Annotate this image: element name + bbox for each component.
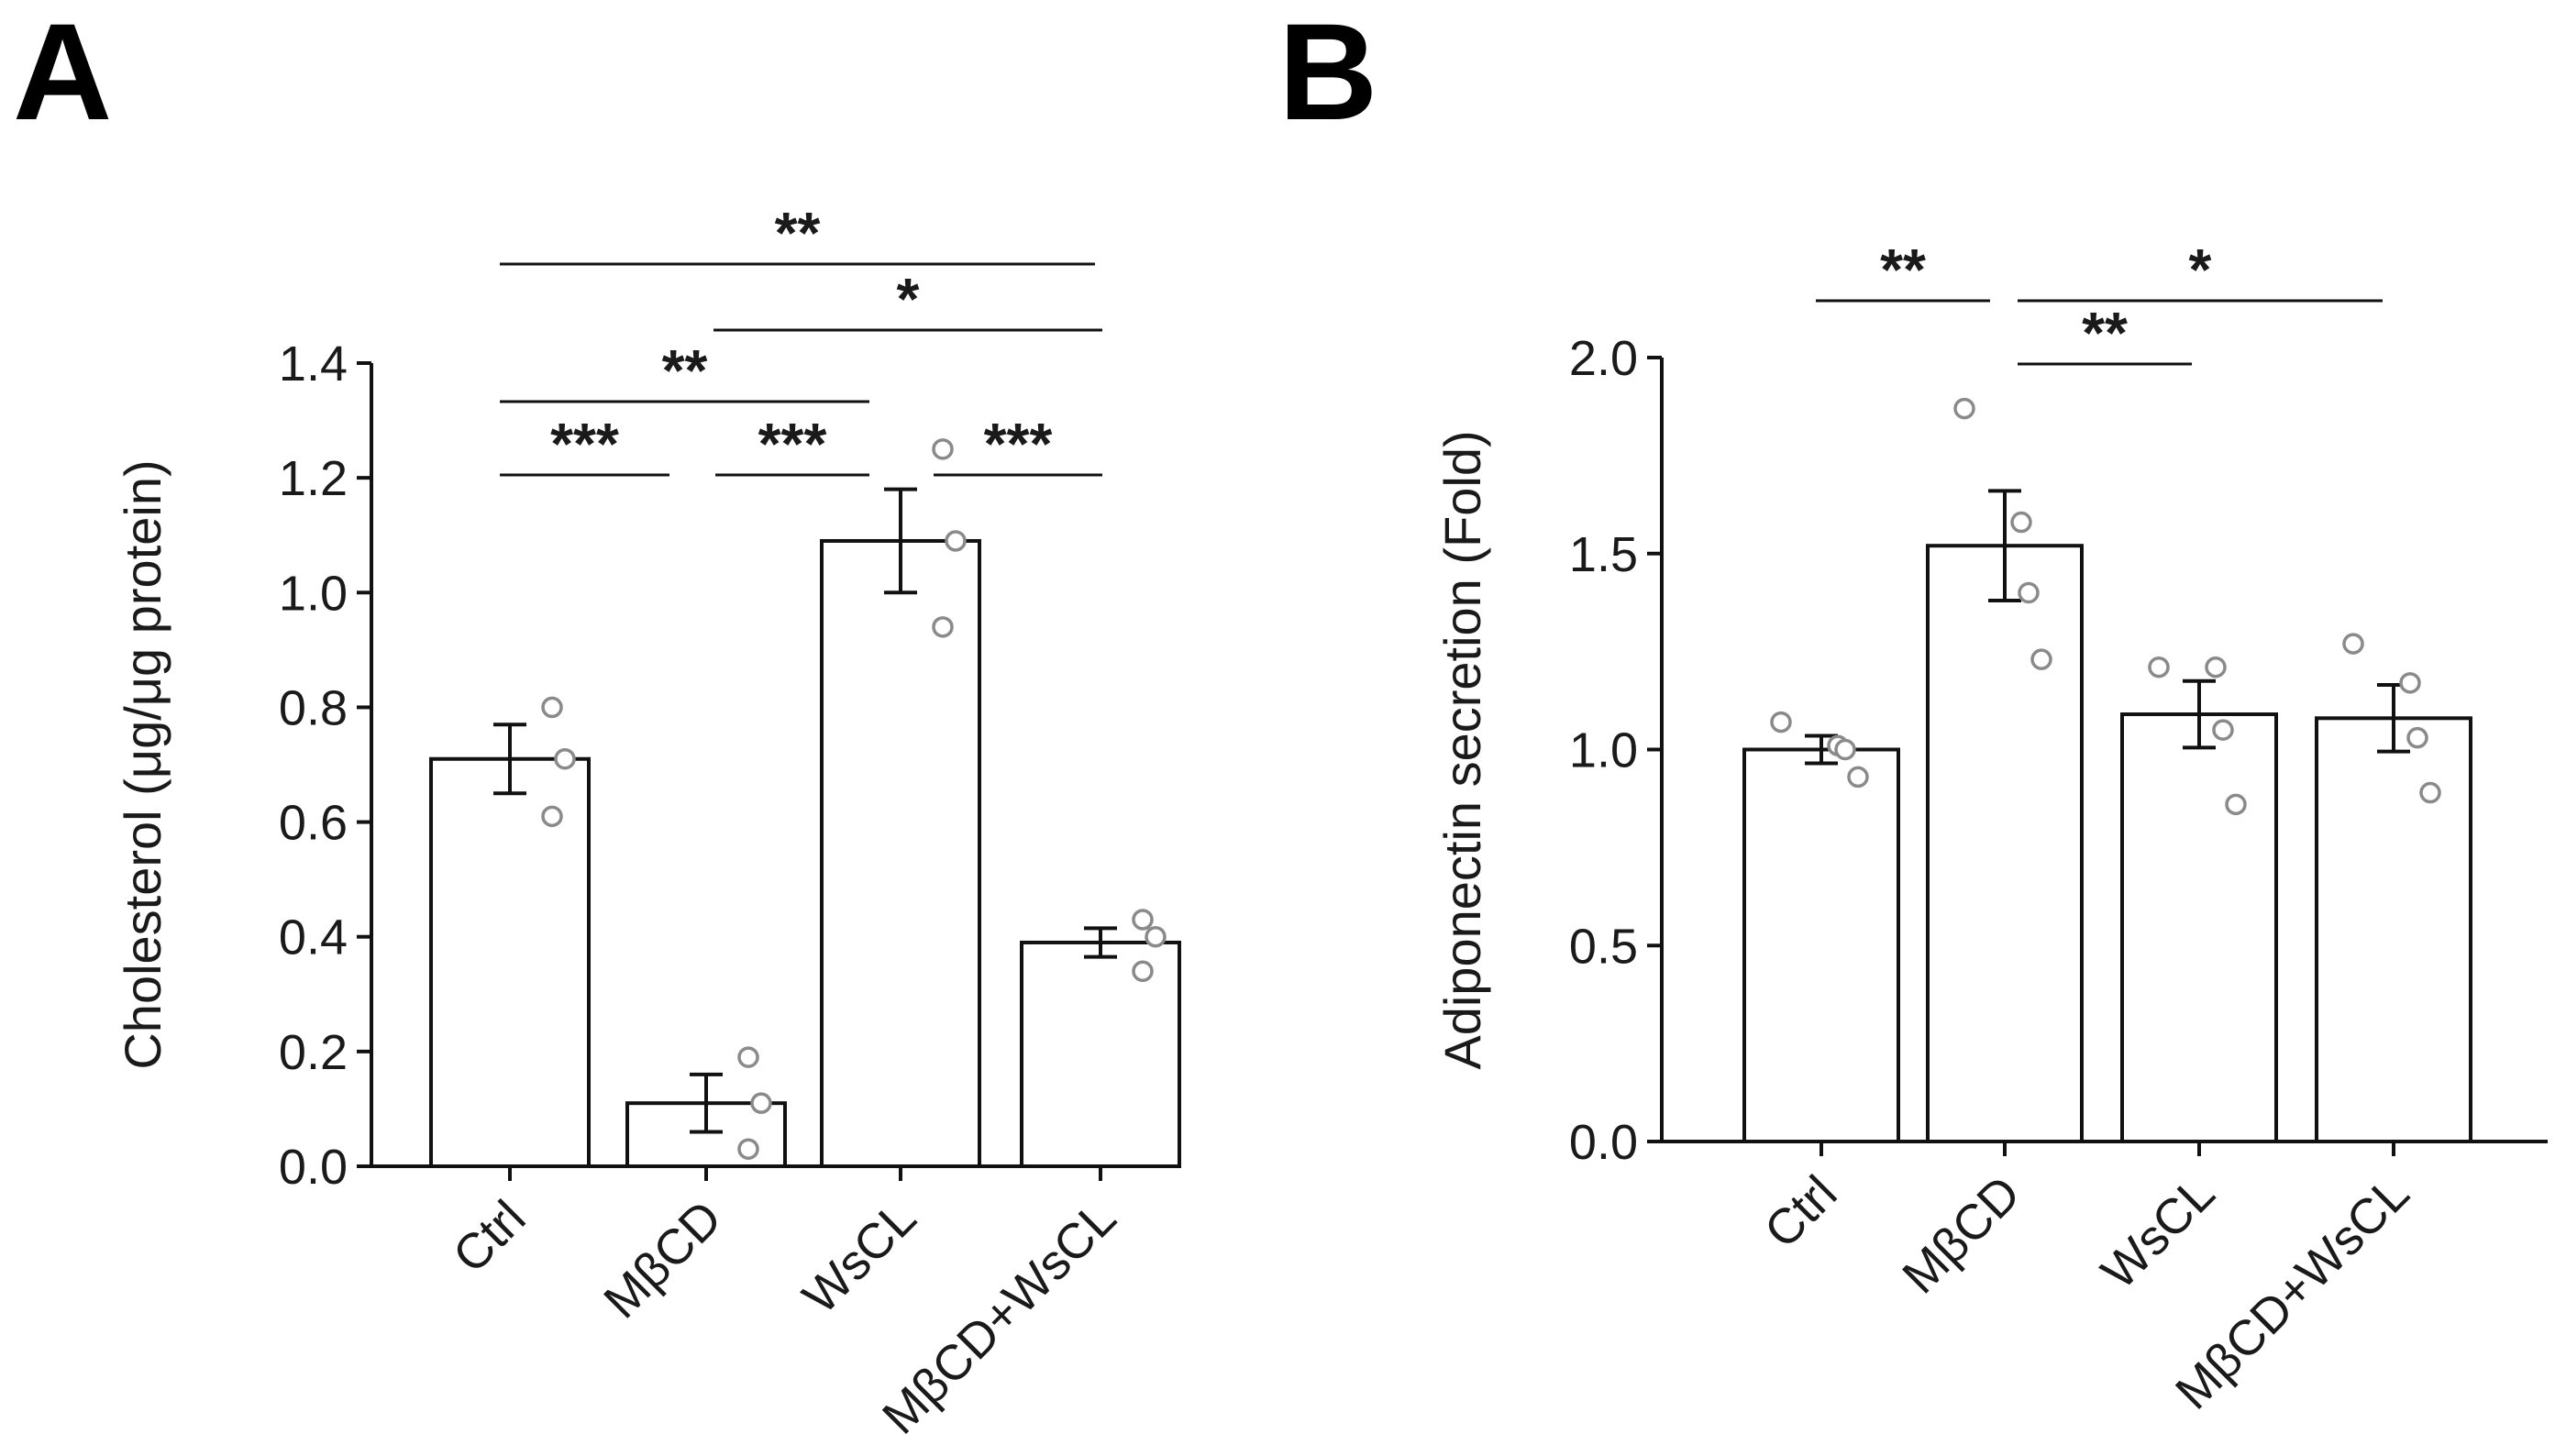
- data-point: [2148, 656, 2170, 678]
- data-point: [2419, 781, 2441, 804]
- panel-letter: B: [1278, 0, 1377, 149]
- data-point: [932, 616, 954, 638]
- data-point: [2399, 672, 2421, 694]
- y-tick-label: 1.4: [279, 336, 348, 392]
- data-point: [1132, 909, 1154, 931]
- significance-label: ***: [550, 411, 619, 477]
- category-label: Ctrl: [443, 1190, 536, 1284]
- data-point: [2225, 793, 2247, 816]
- data-point: [932, 438, 954, 460]
- y-tick-label: 0.4: [279, 910, 348, 965]
- chart-panel-b: B 0.0 0.5 1.0 1.5 2.0 Adiponectin secretion (F…: [1278, 0, 2548, 1420]
- y-tick-label: 0.2: [279, 1025, 348, 1080]
- category-label: MβCD: [1892, 1165, 2030, 1304]
- y-tick-label: 1.0: [279, 566, 348, 621]
- bar: [1926, 544, 2084, 1143]
- significance-label: **: [775, 200, 821, 266]
- panel-letter: A: [13, 0, 112, 149]
- data-point: [1953, 397, 1975, 420]
- category-label: Ctrl: [1754, 1165, 1848, 1259]
- data-point: [2018, 581, 2040, 604]
- data-point: [2212, 719, 2234, 741]
- y-tick-label: 0.5: [1569, 919, 1638, 974]
- data-point: [2030, 648, 2052, 670]
- data-point: [554, 747, 576, 770]
- data-point: [541, 696, 563, 719]
- y-tick-label: 0.0: [1569, 1115, 1638, 1170]
- data-point: [737, 1046, 759, 1068]
- bar: [820, 538, 981, 1168]
- data-point: [1145, 925, 1167, 948]
- y-axis-title: Cholesterol (μg/μg protein): [114, 459, 171, 1069]
- significance-label: *: [2189, 237, 2212, 303]
- data-point: [1834, 738, 1856, 761]
- y-tick-label: 0.6: [279, 796, 348, 851]
- y-tick-label: 0.0: [279, 1140, 348, 1195]
- data-point: [1132, 960, 1154, 983]
- data-point: [750, 1092, 772, 1114]
- y-axis-title: Adiponectin secretion (Fold): [1433, 430, 1491, 1069]
- data-point: [1847, 766, 1869, 789]
- data-point: [737, 1138, 759, 1160]
- significance-label: **: [662, 337, 708, 403]
- data-point: [2010, 511, 2032, 534]
- significance-label: ***: [984, 411, 1053, 477]
- bar: [2120, 712, 2278, 1144]
- y-tick-label: 2.0: [1569, 331, 1638, 386]
- data-point: [541, 805, 563, 828]
- data-point: [945, 530, 967, 552]
- y-tick-label: 1.0: [1569, 723, 1638, 778]
- category-label: WsCL: [792, 1190, 926, 1324]
- y-tick-label: 1.2: [279, 451, 348, 506]
- significance-label: **: [1880, 237, 1926, 303]
- significance-label: **: [2082, 300, 2128, 366]
- chart-panel-a: A 0.0 0.2 0.4 0.6 0.8 1.0 1.2 1.4 Cholesterol (μg…: [13, 0, 1181, 1445]
- data-point: [2205, 656, 2227, 678]
- significance-label: ***: [758, 411, 827, 477]
- category-label: MβCD: [593, 1190, 732, 1329]
- data-point: [1770, 711, 1792, 734]
- bar: [1742, 747, 1900, 1143]
- bar: [429, 756, 591, 1168]
- data-point: [2406, 726, 2428, 749]
- bar: [1020, 940, 1181, 1168]
- significance-label: *: [897, 266, 920, 332]
- y-tick-label: 0.8: [279, 680, 348, 735]
- bar: [2315, 716, 2472, 1143]
- data-point: [2342, 633, 2364, 655]
- y-tick-label: 1.5: [1569, 527, 1638, 582]
- category-label: WsCL: [2091, 1165, 2225, 1299]
